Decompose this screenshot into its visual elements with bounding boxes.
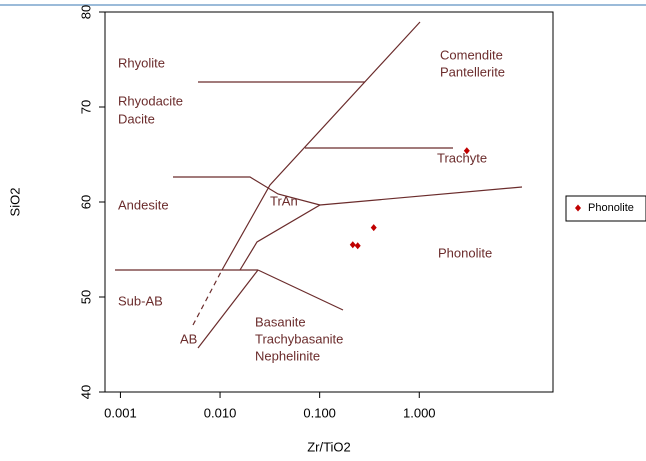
field-label: Rhyolite [118, 55, 165, 70]
field-label: AB [180, 331, 197, 346]
y-tick-label: 60 [78, 195, 93, 209]
field-label: Sub-AB [118, 293, 163, 308]
point [370, 224, 377, 232]
legend-marker [575, 204, 581, 212]
field-label: Basanite [255, 314, 306, 329]
x-tick-label: 0.010 [204, 405, 237, 420]
x-axis-label: Zr/TiO2 [307, 439, 351, 454]
x-tick-label: 0.100 [303, 405, 336, 420]
field-label: Dacite [118, 111, 155, 126]
y-tick-label: 80 [78, 5, 93, 19]
point [349, 241, 356, 249]
field-label: Rhyodacite [118, 93, 183, 108]
x-tick-label: 0.001 [104, 405, 137, 420]
field-label: Pantellerite [440, 64, 505, 79]
y-axis-label: SiO2 [7, 188, 22, 217]
point [463, 147, 470, 155]
field-label: Andesite [118, 197, 169, 212]
y-tick-label: 70 [78, 100, 93, 114]
field-label: Comendite [440, 47, 503, 62]
y-tick-label: 50 [78, 290, 93, 304]
point [354, 242, 361, 250]
y-tick-label: 40 [78, 385, 93, 399]
field-label: Trachyte [437, 150, 487, 165]
x-tick-label: 1.000 [403, 405, 436, 420]
field-label: Trachybasanite [255, 331, 343, 346]
field-label: TrAn [270, 193, 298, 208]
field-label: Phonolite [438, 245, 492, 260]
field-label: Nephelinite [255, 348, 320, 363]
field-labels: Rhyolite Rhyodacite Dacite Comendite Pan… [118, 47, 505, 363]
legend-label: Phonolite [588, 202, 634, 214]
field-boundaries [115, 21, 523, 349]
